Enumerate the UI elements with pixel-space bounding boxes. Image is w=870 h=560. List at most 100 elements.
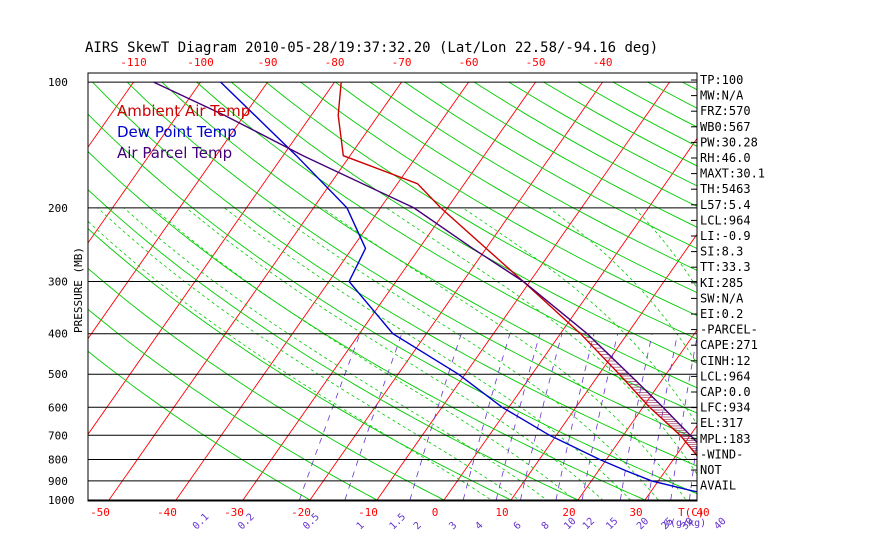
y-axis-label: PRESSURE (MB) (72, 247, 85, 333)
grid-layer (88, 81, 870, 509)
stat-item: NOT (700, 463, 722, 477)
bottom-temp-tick-label: 30 (629, 506, 642, 519)
mixing-ratio-line (821, 334, 832, 500)
dry-adiabat-line (88, 113, 697, 495)
stat-item: LCL:964 (700, 369, 751, 383)
mixing-ratio-tick-label: 6 (512, 520, 524, 532)
legend-entry: Dew Point Temp (117, 123, 237, 141)
stat-item: CAP:0.0 (700, 385, 751, 399)
dry-adiabat-line (88, 350, 313, 501)
moist-adiabat-line (462, 207, 697, 426)
pressure-tick-label: 600 (48, 401, 68, 414)
stat-item: -PARCEL- (700, 323, 758, 337)
dew-point-temp-line (220, 81, 697, 493)
legend-entry: Air Parcel Temp (117, 144, 232, 162)
top-temp-tick-label: -60 (459, 56, 479, 69)
legend-entry: Ambient Air Temp (117, 102, 250, 120)
dry-adiabat-line (752, 82, 870, 509)
dry-adiabat-line (265, 81, 697, 340)
isotherm-line (309, 81, 603, 501)
stat-item: TP:100 (700, 73, 743, 87)
top-temp-tick-label: -80 (325, 56, 345, 69)
bottom-temp-tick-label: 0 (432, 506, 439, 519)
stat-item: CAPE:271 (700, 338, 758, 352)
mixing-ratio-tick-label: 1.5 (388, 512, 409, 533)
bottom-temp-tick-label: -10 (358, 506, 378, 519)
bottom-temp-tick-label: -40 (157, 506, 177, 519)
stat-item: SW:N/A (700, 291, 744, 305)
isotherm-line (443, 137, 697, 501)
dry-adiabat-line (231, 81, 697, 364)
dry-adiabat-line (88, 308, 380, 501)
stat-item: FRZ:570 (700, 104, 751, 118)
isotherm-line (242, 81, 536, 501)
bottom-temp-tick-label: 10 (495, 506, 508, 519)
moist-adiabat-line (224, 207, 632, 501)
stat-item: TH:5463 (700, 182, 751, 196)
mixing-ratio-line (299, 333, 361, 501)
pressure-tick-label: 400 (48, 328, 68, 341)
isotherm-line (88, 81, 335, 436)
dry-adiabat-line (404, 81, 697, 250)
bottom-temp-tick-label: -50 (90, 506, 110, 519)
isotherm-line (108, 81, 402, 501)
stat-item: WB0:567 (700, 120, 751, 134)
stat-item: EI:0.2 (700, 307, 743, 321)
moist-adiabat-line (97, 207, 522, 501)
dry-adiabat-line (88, 189, 582, 501)
top-temp-tick-label: -90 (258, 56, 278, 69)
stat-item: MAXT:30.1 (700, 167, 765, 181)
moist-adiabat-line (322, 207, 688, 501)
pressure-tick-label: 1000 (48, 494, 75, 507)
mixing-ratio-unit-label: w(g/kg) (664, 518, 706, 529)
mixing-ratio-tick-label: 15 (604, 516, 620, 532)
chart-title: AIRS SkewT Diagram 2010-05-28/19:37:32.2… (85, 40, 658, 56)
stat-item: LCL:964 (700, 213, 751, 227)
isotherm-line (577, 329, 697, 501)
stat-item: KI:285 (700, 276, 743, 290)
ambient-air-temp-line (337, 82, 697, 457)
dry-adiabat-line (88, 150, 649, 501)
stat-item: EL:317 (700, 416, 743, 430)
stat-item: TT:33.3 (700, 260, 751, 274)
isotherm-line (846, 82, 870, 500)
isotherm-line (175, 81, 469, 501)
series-layer (153, 81, 697, 493)
moist-adiabat-line (386, 207, 697, 475)
stat-item: CINH:12 (700, 354, 751, 368)
top-temp-tick-label: -100 (187, 56, 214, 69)
top-temp-tick-label: -50 (526, 56, 546, 69)
dry-adiabat-line (88, 228, 515, 501)
stat-item: RH:46.0 (700, 151, 751, 165)
isotherm-line (779, 82, 870, 500)
moist-adiabat-line (548, 207, 697, 365)
top-temp-tick-label: -110 (120, 56, 147, 69)
dry-adiabat-line (647, 81, 697, 109)
stat-item: LI:-0.9 (700, 229, 751, 243)
pressure-tick-label: 300 (48, 275, 68, 288)
mixing-ratio-tick-label: 2 (412, 520, 424, 532)
temp-unit-label: T(C) (678, 506, 705, 519)
isotherm-line (510, 233, 697, 501)
pressure-tick-label: 700 (48, 429, 68, 442)
mixing-ratio-tick-label: 3 (447, 520, 459, 532)
dry-adiabat-line (161, 81, 697, 414)
pressure-tick-label: 200 (48, 202, 68, 215)
dry-adiabat-line (335, 81, 697, 294)
mixing-ratio-tick-label: 0.1 (191, 512, 212, 533)
pressure-tick-label: 100 (48, 76, 68, 89)
pressure-tick-label: 900 (48, 475, 68, 488)
isotherm-line (88, 81, 201, 244)
stat-item: L57:5.4 (700, 198, 751, 212)
moist-adiabat-line (269, 207, 660, 501)
dry-adiabat-line (88, 267, 448, 501)
top-temp-tick-label: -70 (392, 56, 412, 69)
bottom-temp-tick-label: -20 (291, 506, 311, 519)
moist-adiabat-line (186, 207, 605, 501)
mixing-ratio-tick-label: 4 (473, 520, 485, 532)
plot-frame (87, 72, 698, 502)
legend: Ambient Air Temp Dew Point Temp Air Parcel… (117, 102, 250, 162)
